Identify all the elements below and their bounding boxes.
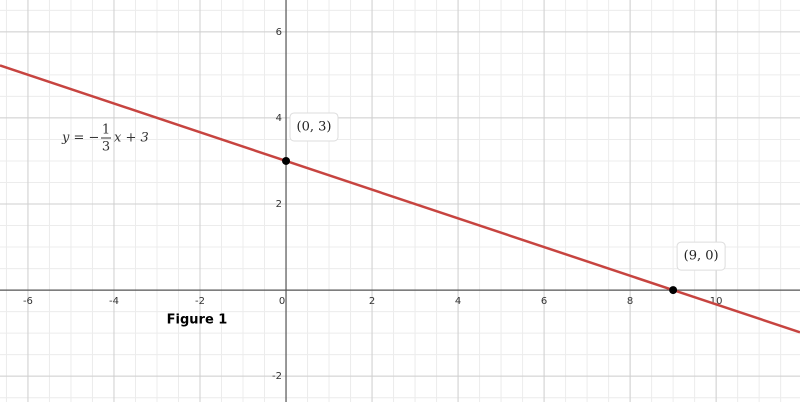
point-label-box <box>289 112 339 142</box>
y-tick-label: -2 <box>272 371 282 382</box>
x-tick-label: 2 <box>369 296 375 307</box>
y-tick-label: 4 <box>276 113 282 124</box>
point <box>669 286 678 295</box>
point <box>282 156 291 165</box>
equation-denominator: 3 <box>102 140 110 155</box>
x-tick-label: 10 <box>710 296 723 307</box>
x-tick-label: 8 <box>627 296 633 307</box>
x-tick-label: -2 <box>195 296 205 307</box>
point-label: (9, 0) <box>684 249 719 264</box>
x-tick-label: 0 <box>279 296 285 307</box>
point-label: (0, 3) <box>297 119 332 134</box>
function-line <box>0 64 800 334</box>
equation-numerator: 1 <box>102 123 110 138</box>
x-tick-label: -6 <box>23 296 33 307</box>
point-label-box <box>676 241 726 271</box>
x-tick-label: 6 <box>541 296 547 307</box>
x-tick-label: -4 <box>109 296 119 307</box>
equation-rest: x + 3 <box>114 131 149 146</box>
caption: Figure 1 <box>167 313 228 328</box>
y-tick-label: 2 <box>276 199 282 210</box>
x-tick-label: 4 <box>455 296 461 307</box>
equation-lhs: y = − <box>61 131 99 146</box>
y-tick-label: 6 <box>276 27 282 38</box>
